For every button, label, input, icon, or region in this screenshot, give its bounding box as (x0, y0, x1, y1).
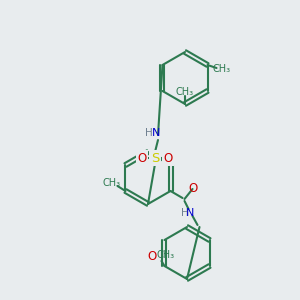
Text: S: S (151, 152, 159, 164)
Text: O: O (137, 152, 147, 164)
Text: H: H (181, 208, 188, 218)
Text: N: N (152, 128, 160, 138)
Text: CH₃: CH₃ (156, 250, 175, 260)
Text: O: O (188, 182, 197, 196)
Text: H: H (145, 128, 153, 138)
Text: O: O (148, 250, 157, 262)
Text: CH₃: CH₃ (176, 87, 194, 97)
Text: CH₃: CH₃ (102, 178, 121, 188)
Text: O: O (164, 152, 172, 164)
Text: N: N (186, 208, 195, 218)
Text: CH₃: CH₃ (212, 64, 231, 74)
